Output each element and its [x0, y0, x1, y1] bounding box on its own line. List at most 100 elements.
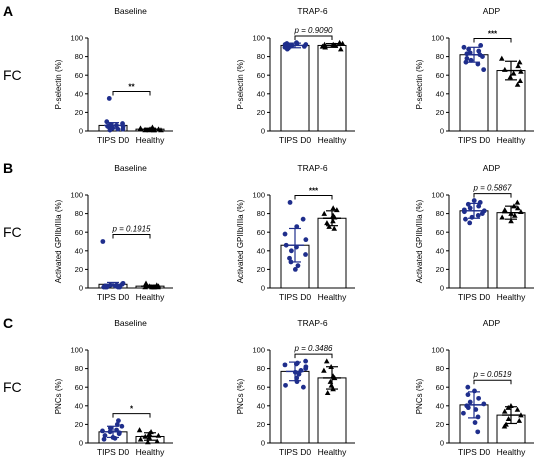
- data-point: [322, 44, 329, 50]
- significance-label: ***: [309, 186, 319, 195]
- x-tick-label: TIPS D0: [279, 135, 311, 145]
- data-point: [303, 252, 308, 257]
- row-letter: A: [3, 3, 13, 19]
- x-tick-label: Healthy: [497, 135, 527, 145]
- data-point: [461, 209, 467, 215]
- data-point: [301, 43, 307, 49]
- data-point: [511, 212, 518, 218]
- y-tick-label: 40: [436, 89, 444, 98]
- data-point: [114, 422, 120, 427]
- y-axis-label: PNCs (%): [54, 378, 63, 414]
- chart-panel: TRAP-6 PNCs (%) 0 20 40 60 80 100 TIPS D0 Healthy…: [236, 318, 355, 457]
- data-point: [107, 127, 113, 133]
- data-point: [283, 382, 288, 388]
- x-tick-label: Healthy: [136, 292, 166, 302]
- y-axis-label: P-selectin (%): [415, 59, 424, 109]
- chart-panel: TRAP-6 P-selectin (%) 0 20 40 60 80 100 TIPS D0 H…: [236, 6, 355, 145]
- significance-label: *: [130, 405, 134, 414]
- y-axis-label: P-selectin (%): [236, 59, 245, 109]
- data-point: [282, 362, 288, 368]
- data-point: [516, 59, 523, 65]
- chart-panel: Baseline Activated GPIIb/IIIa (%) 0 20 40 60 8…: [54, 163, 173, 302]
- bar: [459, 210, 489, 289]
- data-point: [331, 225, 338, 231]
- y-tick-label: 0: [79, 284, 83, 293]
- chart-panel: ADP Activated GPIIb/IIIa (%) 0 20 40 60 80 100 T…: [415, 163, 534, 302]
- data-point: [300, 384, 306, 390]
- y-tick-label: 100: [252, 34, 265, 43]
- y-tick-label: 0: [261, 284, 265, 293]
- data-point: [326, 223, 332, 229]
- data-point: [288, 248, 294, 254]
- significance-bracket: [112, 413, 151, 418]
- significance-bracket: [473, 379, 512, 385]
- y-tick-label: 20: [257, 108, 265, 117]
- y-tick-label: 60: [257, 228, 265, 237]
- data-point: [287, 255, 292, 261]
- y-tick-label: 20: [75, 265, 83, 274]
- x-tick-label: Healthy: [136, 447, 166, 457]
- data-point: [475, 429, 481, 435]
- y-tick-label: 40: [257, 246, 265, 255]
- significance-bracket: [473, 37, 512, 43]
- data-point: [515, 63, 521, 69]
- y-tick-label: 40: [436, 246, 444, 255]
- data-point: [115, 126, 121, 132]
- data-point: [136, 427, 143, 433]
- row-letter: C: [3, 315, 13, 331]
- data-point: [505, 416, 512, 422]
- chart-title: TRAP-6: [297, 6, 328, 16]
- bar: [317, 44, 347, 132]
- data-point: [481, 67, 487, 73]
- x-tick-label: Healthy: [497, 447, 527, 457]
- y-tick-label: 80: [75, 209, 83, 218]
- y-tick-label: 100: [431, 191, 444, 200]
- row-method-label: FC: [3, 379, 22, 395]
- y-tick-label: 0: [440, 127, 444, 136]
- x-tick-label: TIPS D0: [458, 447, 490, 457]
- data-point: [461, 410, 466, 416]
- y-tick-label: 40: [257, 89, 265, 98]
- data-point: [464, 51, 470, 57]
- y-tick-label: 100: [431, 346, 444, 355]
- data-point: [324, 220, 330, 226]
- chart-title: ADP: [483, 163, 501, 173]
- y-tick-label: 40: [75, 89, 83, 98]
- data-point: [100, 239, 106, 244]
- significance-label: p = 0.3486: [293, 344, 333, 353]
- data-point: [103, 284, 108, 290]
- data-point: [514, 205, 521, 211]
- data-point: [463, 59, 469, 65]
- y-tick-label: 20: [75, 108, 83, 117]
- data-point: [145, 439, 151, 445]
- axes: 0 20 40 60 80 100: [70, 34, 173, 136]
- y-axis-label: PNCs (%): [415, 378, 424, 414]
- y-tick-label: 40: [436, 401, 444, 410]
- data-point: [465, 405, 471, 411]
- data-point: [115, 284, 121, 290]
- significance-bracket: [294, 353, 333, 359]
- data-point: [518, 68, 524, 74]
- row-labels: A FC B FC C FC: [3, 3, 22, 395]
- y-tick-label: 60: [436, 383, 444, 392]
- data-point: [154, 438, 160, 444]
- significance-label: p = 0.0519: [472, 370, 512, 379]
- bar: [496, 212, 526, 289]
- bar: [459, 54, 489, 132]
- y-tick-label: 60: [257, 383, 265, 392]
- y-tick-label: 20: [436, 265, 444, 274]
- y-tick-label: 100: [70, 191, 83, 200]
- data-point: [466, 46, 472, 52]
- data-point: [292, 267, 298, 272]
- data-point: [471, 198, 477, 203]
- y-tick-label: 100: [252, 346, 265, 355]
- x-tick-label: Healthy: [318, 135, 348, 145]
- chart-title: TRAP-6: [297, 318, 328, 328]
- data-point: [107, 425, 113, 431]
- y-tick-label: 20: [436, 108, 444, 117]
- data-point: [330, 205, 336, 211]
- y-tick-label: 0: [440, 284, 444, 293]
- data-point: [481, 401, 487, 407]
- data-point: [464, 56, 470, 61]
- y-tick-label: 80: [75, 52, 83, 61]
